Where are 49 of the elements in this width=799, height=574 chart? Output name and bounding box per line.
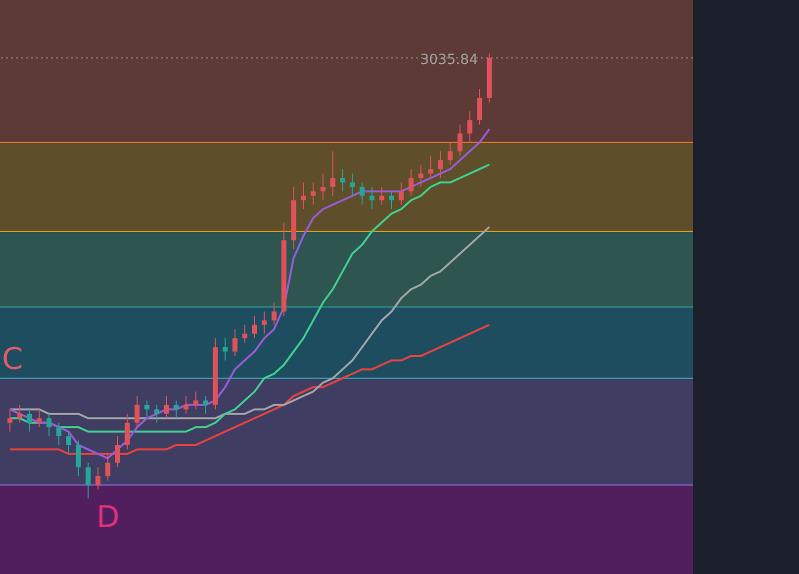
candlestick [36,408,42,428]
candlestick [408,168,414,196]
candlestick [95,466,100,490]
candlestick [398,182,404,206]
candlestick [66,431,72,454]
candlestick [350,173,355,196]
candlestick [76,440,81,477]
candlestick [448,142,453,166]
candlestick [272,302,277,326]
annotation: 3035.84 [420,52,478,68]
candlestick [184,396,189,414]
candlestick [300,182,306,210]
candlestick [154,404,160,424]
candlestick [330,150,336,196]
candlestick [232,328,238,356]
candlestick [115,436,120,468]
candlestick [203,396,208,414]
candlestick [105,453,110,482]
candlestick [56,422,62,446]
candlestick [26,408,32,432]
candlestick [458,124,463,156]
candlestick [340,168,346,192]
candlestick [242,324,248,344]
candlestick [389,190,394,210]
candlestick [418,164,424,188]
candlestick [467,110,472,143]
candlestick [46,413,52,437]
annotation: C [2,342,23,377]
candlestick [174,400,179,419]
candlestick [252,315,258,339]
candlestick [164,396,169,419]
candlestick [262,310,267,334]
candlestick [310,182,316,206]
candlestick [7,408,12,432]
candlestick [86,462,91,499]
candlestick [438,150,443,178]
candlestick [124,413,130,450]
candlestick [134,396,140,428]
candlestick [222,338,228,361]
candlestick [369,186,374,210]
candlestick [320,173,326,201]
candlestick [379,186,384,206]
candlestick [477,88,482,126]
candlestick [360,182,365,206]
candlestick [144,400,150,419]
candlestick [428,155,434,178]
candlestick [193,391,198,410]
text: D [96,500,120,535]
candlestick [17,404,22,424]
